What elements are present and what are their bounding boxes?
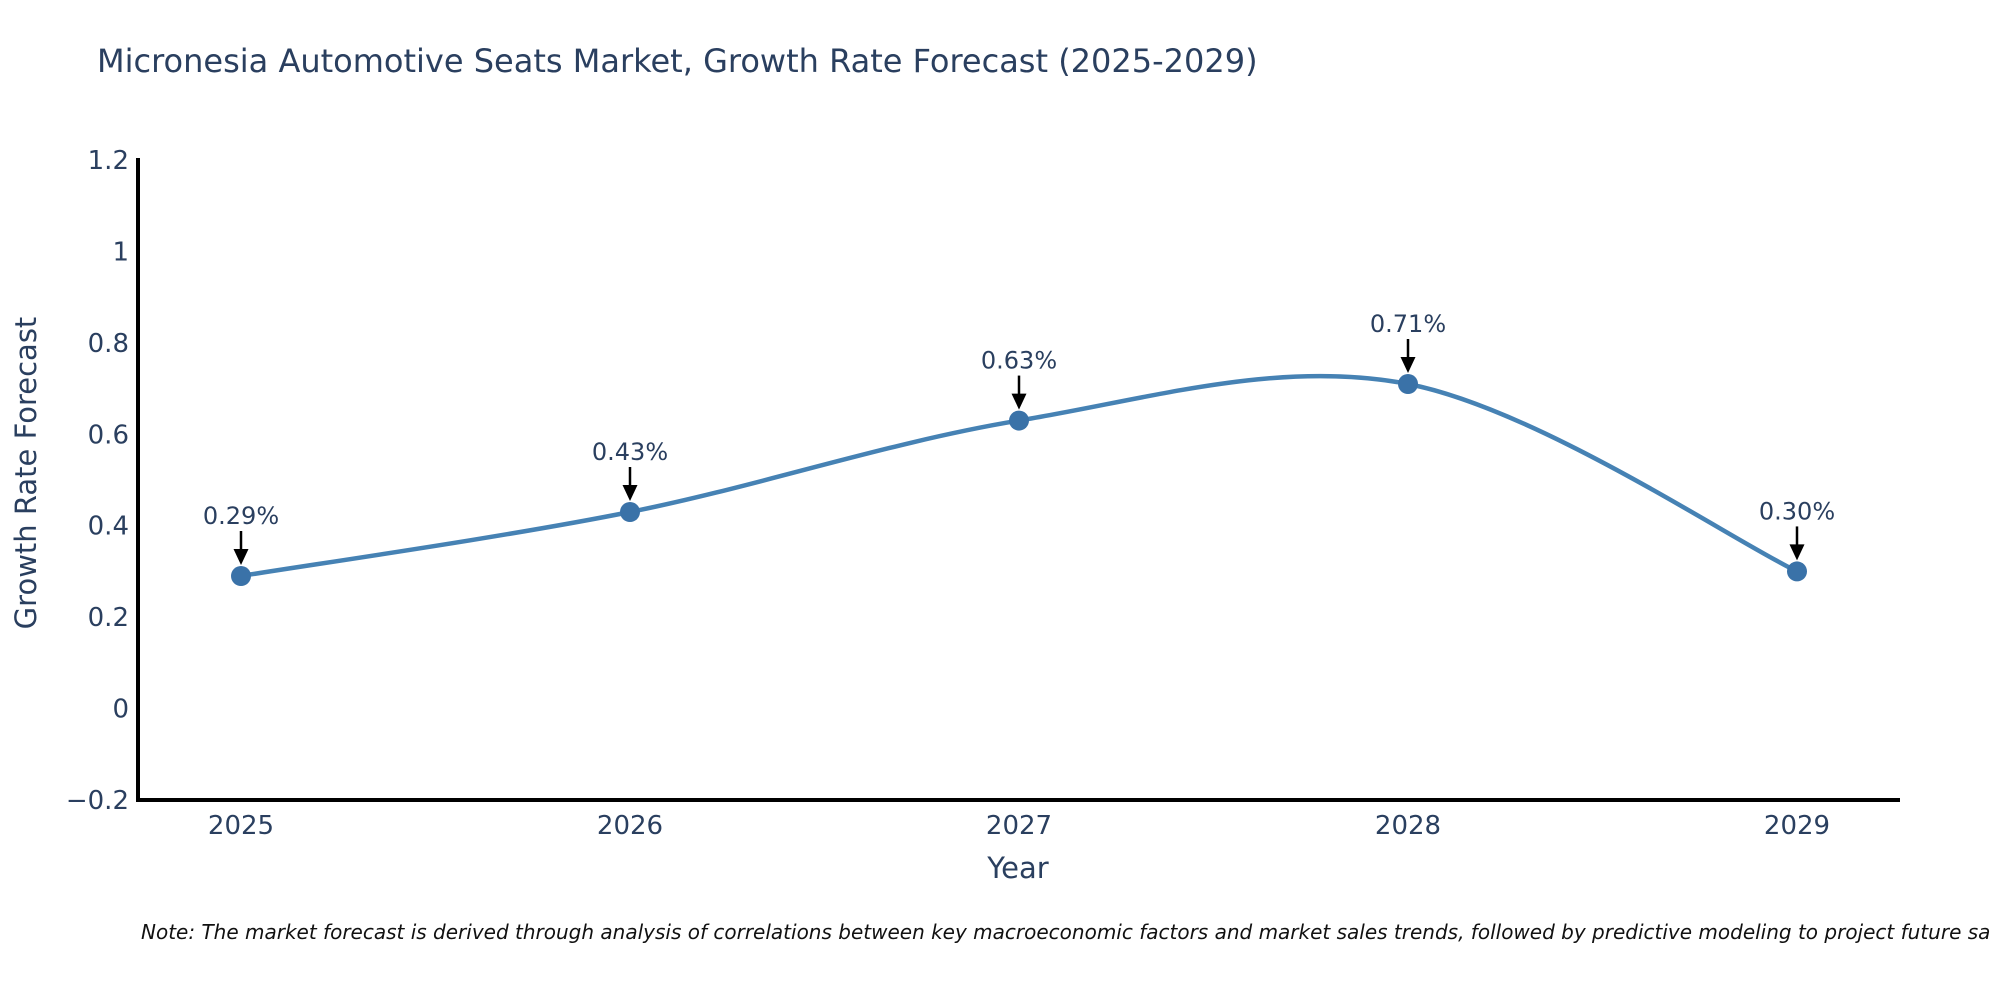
- x-tick-label: 2026: [597, 811, 663, 841]
- x-axis-title: Year: [987, 851, 1049, 885]
- chart-note: Note: The market forecast is derived thr…: [141, 920, 1991, 944]
- y-tick-label: 0.6: [88, 420, 129, 450]
- y-tick-label: 1: [112, 237, 129, 267]
- annotation-arrow-head: [622, 485, 638, 501]
- data-point-marker: [1398, 374, 1418, 394]
- annotation-arrow-head: [233, 549, 249, 565]
- x-tick-label: 2027: [986, 811, 1052, 841]
- y-tick-label: 0: [112, 695, 129, 725]
- chart-title: Micronesia Automotive Seats Market, Grow…: [97, 42, 1258, 80]
- y-axis-title: Growth Rate Forecast: [9, 316, 43, 630]
- annotation-label: 0.30%: [1759, 497, 1835, 525]
- data-point-marker: [231, 566, 251, 586]
- annotation-label: 0.63%: [981, 347, 1057, 375]
- x-tick-label: 2029: [1764, 811, 1830, 841]
- annotation-label: 0.43%: [592, 438, 668, 466]
- y-tick-label: −0.2: [66, 786, 129, 816]
- annotation-arrow-head: [1011, 393, 1027, 410]
- y-tick-label: 1.2: [88, 146, 129, 176]
- annotation-label: 0.29%: [203, 502, 279, 530]
- x-tick-label: 2028: [1375, 811, 1441, 841]
- y-tick-label: 0.2: [88, 603, 129, 633]
- x-tick-label: 2025: [208, 811, 274, 841]
- y-tick-label: 0.4: [88, 512, 129, 542]
- data-point-marker: [1787, 561, 1807, 582]
- annotation-arrow-head: [1400, 357, 1416, 373]
- data-point-marker: [620, 502, 640, 522]
- data-point-marker: [1009, 410, 1029, 431]
- annotation-arrow-head: [1789, 544, 1805, 561]
- annotation-label: 0.71%: [1370, 310, 1446, 338]
- y-tick-label: 0.8: [88, 329, 129, 359]
